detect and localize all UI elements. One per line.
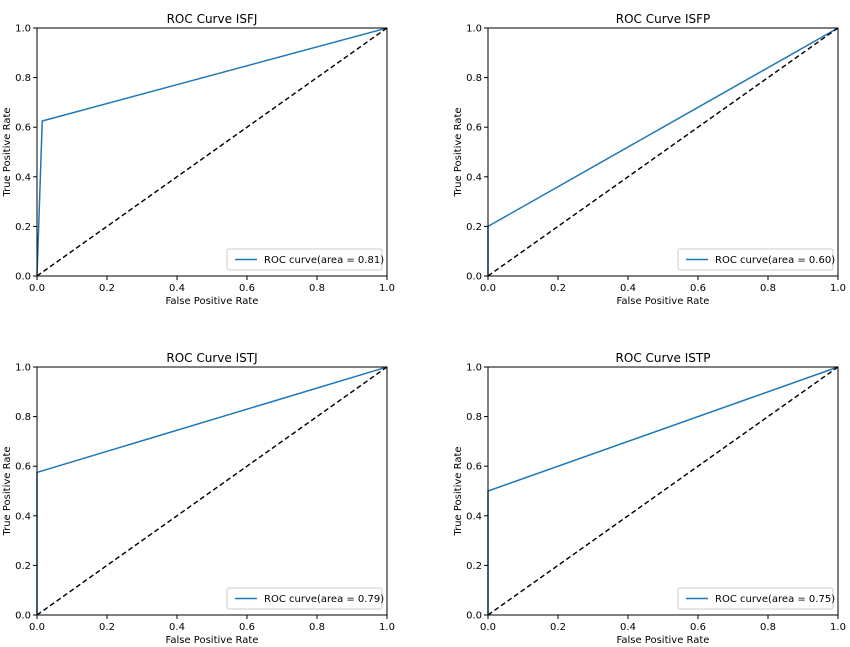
chance-diagonal-line [487,366,839,616]
y-tick-label: 0.4 [15,172,31,183]
y-tick-label: 0.0 [466,272,482,283]
y-tick-label: 0.8 [15,73,31,84]
x-tick-label: 1.0 [379,622,395,633]
x-tick-label: 0.6 [690,622,706,633]
x-tick-label: 0.8 [309,622,325,633]
legend-label: ROC curve(area = 0.81) [264,255,384,266]
legend-box [226,248,383,271]
chart-title: ROC Curve ISTP [616,351,711,365]
x-tick-label: 0.8 [309,283,325,294]
roc-curve-line [36,27,388,277]
axes-frame [487,366,839,616]
x-tick-label: 0.2 [99,283,115,294]
axes-frame [487,27,839,277]
y-tick-label: 0.6 [15,123,31,134]
x-tick-label: 0.6 [239,283,255,294]
y-tick-label: 0.6 [15,462,31,473]
legend-box [677,587,834,610]
y-tick-label: 0.0 [15,272,31,283]
y-axis-label: True Positive Rate [2,107,13,197]
y-tick-label: 0.8 [15,412,31,423]
y-tick-label: 0.4 [15,511,31,522]
legend-label: ROC curve(area = 0.60) [715,255,835,266]
legend-label: ROC curve(area = 0.75) [715,594,835,605]
legend: ROC curve(area = 0.79) [226,587,384,610]
y-tick-label: 0.2 [466,222,482,233]
legend-label: ROC curve(area = 0.79) [264,594,384,605]
y-tick-label: 1.0 [466,24,482,35]
y-tick-label: 0.4 [466,511,482,522]
chance-diagonal-line [36,27,388,277]
y-axis-label: True Positive Rate [453,107,464,197]
x-tick-label: 0.4 [169,622,185,633]
x-tick-label: 1.0 [830,283,846,294]
y-axis-label: True Positive Rate [453,446,464,536]
y-tick-label: 0.2 [15,561,31,572]
legend-box [226,587,383,610]
y-tick-label: 0.2 [466,561,482,572]
x-axis-label: False Positive Rate [617,296,710,307]
y-tick-label: 1.0 [15,363,31,374]
x-tick-label: 0.4 [169,283,185,294]
chance-diagonal-line [487,27,839,277]
chance-diagonal-line [36,366,388,616]
y-tick-label: 0.2 [15,222,31,233]
x-tick-label: 0.4 [620,622,636,633]
x-tick-label: 1.0 [379,283,395,294]
roc-panel-1: ROC Curve ISFJ 0.0 0.2 0.4 0.6 0.8 1.0 0.0 0.2 0.… [2,12,395,307]
roc-panel-4: ROC Curve ISTP 0.0 0.2 0.4 0.6 0.8 1.0 0.0 0.2 0.… [453,351,846,646]
axes-frame [36,27,388,277]
x-tick-label: 0.0 [29,283,45,294]
roc-panel-3: ROC Curve ISTJ 0.0 0.2 0.4 0.6 0.8 1.0 0.0 0.2 0.… [2,351,395,646]
x-tick-label: 0.2 [99,622,115,633]
y-axis-label: True Positive Rate [2,446,13,536]
x-axis-label: False Positive Rate [166,635,259,646]
x-axis-label: False Positive Rate [166,296,259,307]
axes-frame [36,366,388,616]
x-tick-label: 0.0 [29,622,45,633]
x-tick-label: 0.8 [760,622,776,633]
chart-title: ROC Curve ISFP [616,12,711,26]
y-tick-label: 0.6 [466,123,482,134]
legend: ROC curve(area = 0.81) [226,248,384,271]
x-axis-label: False Positive Rate [617,635,710,646]
legend-box [677,248,834,271]
chart-title: ROC Curve ISFJ [167,12,258,26]
y-tick-label: 0.0 [15,611,31,622]
x-tick-label: 0.6 [690,283,706,294]
x-tick-label: 0.0 [480,283,496,294]
legend: ROC curve(area = 0.60) [677,248,835,271]
y-tick-label: 0.6 [466,462,482,473]
y-tick-label: 1.0 [15,24,31,35]
roc-panel-2: ROC Curve ISFP 0.0 0.2 0.4 0.6 0.8 1.0 0.0 0.2 0.… [453,12,846,307]
x-tick-label: 1.0 [830,622,846,633]
x-tick-label: 0.0 [480,622,496,633]
y-tick-label: 0.8 [466,73,482,84]
y-tick-label: 1.0 [466,363,482,374]
x-tick-label: 0.4 [620,283,636,294]
y-tick-label: 0.8 [466,412,482,423]
x-tick-label: 0.2 [550,622,566,633]
x-tick-label: 0.8 [760,283,776,294]
x-tick-label: 0.6 [239,622,255,633]
x-tick-label: 0.2 [550,283,566,294]
y-tick-label: 0.0 [466,611,482,622]
legend: ROC curve(area = 0.75) [677,587,835,610]
y-tick-label: 0.4 [466,172,482,183]
chart-title: ROC Curve ISTJ [166,351,257,365]
